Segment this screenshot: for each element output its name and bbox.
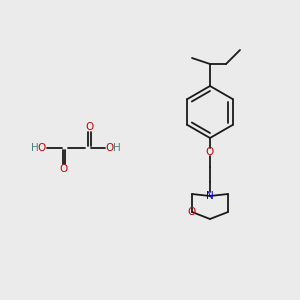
Text: N: N: [206, 191, 214, 201]
Text: O: O: [106, 143, 114, 153]
Text: H: H: [113, 143, 121, 153]
Text: O: O: [85, 122, 93, 132]
Text: O: O: [38, 143, 46, 153]
Text: O: O: [188, 207, 196, 217]
Text: O: O: [206, 147, 214, 157]
Text: O: O: [60, 164, 68, 174]
Text: H: H: [31, 143, 39, 153]
